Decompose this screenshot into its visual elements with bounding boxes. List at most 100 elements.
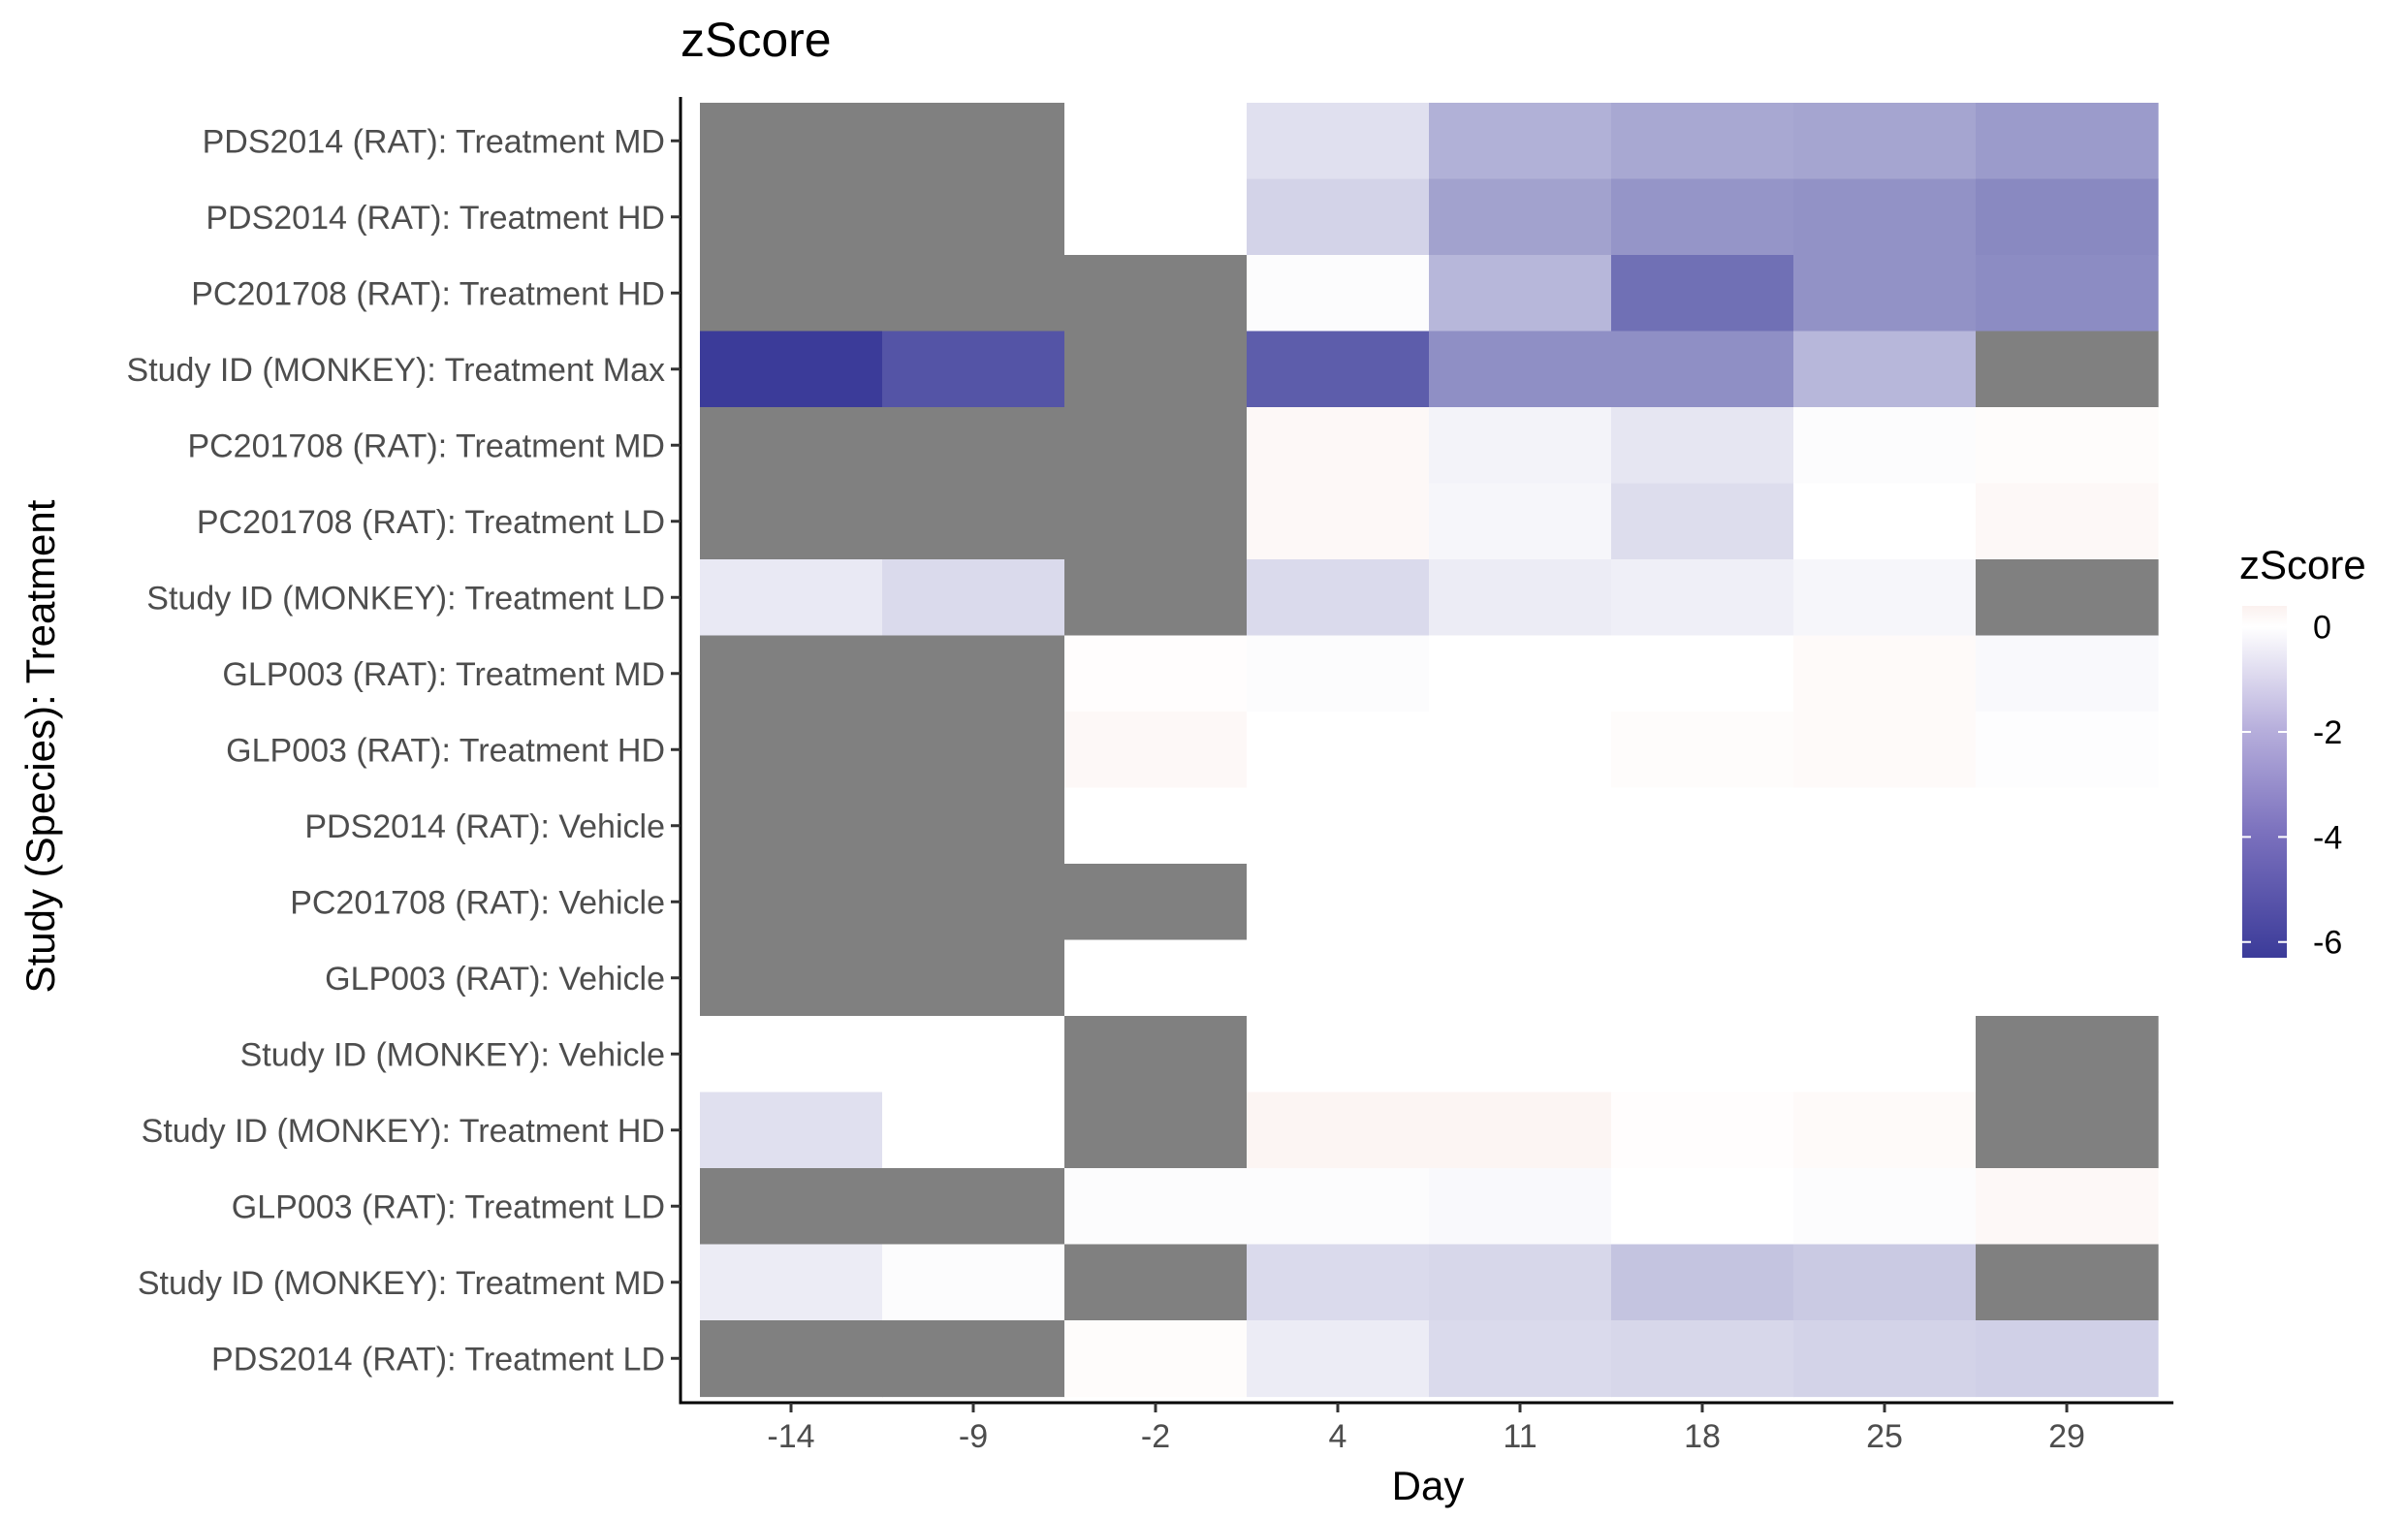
heatmap-cell <box>1793 178 1977 256</box>
heatmap-cell <box>1793 1320 1977 1398</box>
heatmap-cell <box>700 103 883 180</box>
heatmap-cell <box>1611 178 1794 256</box>
heatmap-cell <box>1976 939 2159 1017</box>
heatmap-cell <box>1429 103 1612 180</box>
heatmap-cell <box>1247 255 1430 332</box>
heatmap-cell <box>1064 635 1248 712</box>
heatmap-cell <box>1247 1092 1430 1169</box>
y-tick-label: GLP003 (RAT): Treatment HD <box>226 732 665 769</box>
heatmap-cell <box>1793 712 1977 789</box>
x-tick-label: 18 <box>1684 1418 1721 1455</box>
y-tick-label: PC201708 (RAT): Treatment HD <box>191 275 665 312</box>
heatmap-cell <box>1429 255 1612 332</box>
heatmap-cell <box>1064 1320 1248 1398</box>
heatmap-cell <box>882 255 1065 332</box>
heatmap-cell <box>1611 939 1794 1017</box>
heatmap-cell <box>1793 103 1977 180</box>
heatmap-cell <box>700 712 883 789</box>
heatmap-cell <box>1793 483 1977 560</box>
x-tick-label: -14 <box>767 1418 814 1455</box>
heatmap-cell <box>1064 178 1248 256</box>
heatmap-cell <box>1611 1168 1794 1246</box>
heatmap-cell <box>1247 483 1430 560</box>
heatmap-cell <box>1429 1320 1612 1398</box>
heatmap-cells <box>700 103 2159 1398</box>
heatmap-cell <box>1793 787 1977 865</box>
heatmap-cell <box>1429 1016 1612 1093</box>
heatmap-cell <box>1247 939 1430 1017</box>
x-axis: -14 -9 -2 4 11 18 25 29 <box>679 1401 2173 1455</box>
heatmap-cell <box>700 635 883 712</box>
heatmap-cell <box>1976 559 2159 637</box>
legend-ticks: 0 -2 -4 -6 <box>2242 610 2342 962</box>
heatmap-cell <box>1247 1016 1430 1093</box>
heatmap-cell <box>700 939 883 1017</box>
heatmap-cell <box>1976 635 2159 712</box>
heatmap-cell <box>1064 939 1248 1017</box>
heatmap-cell <box>882 787 1065 865</box>
heatmap-cell <box>700 1092 883 1169</box>
chart-title: zScore <box>681 13 832 67</box>
heatmap-cell <box>1247 331 1430 408</box>
legend-tick-label: -4 <box>2313 819 2342 856</box>
y-tick-label: Study ID (MONKEY): Vehicle <box>240 1036 665 1073</box>
heatmap-cell <box>1429 787 1612 865</box>
legend-tick-label: -2 <box>2313 714 2342 751</box>
heatmap-cell <box>1429 1092 1612 1169</box>
heatmap-cell <box>1429 864 1612 941</box>
x-tick-label: -2 <box>1141 1418 1170 1455</box>
y-tick-label: PDS2014 (RAT): Treatment HD <box>206 200 665 237</box>
heatmap-cell <box>1064 559 1248 637</box>
legend-colorbar <box>2242 606 2287 958</box>
heatmap-cell <box>1793 1244 1977 1321</box>
heatmap-cell <box>1064 103 1248 180</box>
heatmap-cell <box>1976 1016 2159 1093</box>
heatmap-cell <box>1976 483 2159 560</box>
heatmap-cell <box>1429 407 1612 485</box>
heatmap-cell <box>1064 1244 1248 1321</box>
heatmap-cell <box>882 712 1065 789</box>
heatmap-cell <box>882 1320 1065 1398</box>
heatmap-cell <box>700 255 883 332</box>
heatmap-cell <box>1247 712 1430 789</box>
heatmap-cell <box>1247 178 1430 256</box>
heatmap-cell <box>700 1016 883 1093</box>
y-tick-label: PDS2014 (RAT): Treatment LD <box>211 1341 665 1378</box>
heatmap-cell <box>882 483 1065 560</box>
y-tick-label: GLP003 (RAT): Vehicle <box>325 961 665 998</box>
x-tick-label: 11 <box>1503 1418 1537 1455</box>
heatmap-cell <box>1064 787 1248 865</box>
y-tick-label: PDS2014 (RAT): Treatment MD <box>203 123 665 160</box>
heatmap-cell <box>1429 178 1612 256</box>
heatmap-cell <box>700 1320 883 1398</box>
heatmap-cell <box>1429 1244 1612 1321</box>
heatmap-cell <box>700 407 883 485</box>
heatmap-cell <box>1611 331 1794 408</box>
heatmap-cell <box>700 864 883 941</box>
heatmap-cell <box>1064 712 1248 789</box>
heatmap-cell <box>1611 1092 1794 1169</box>
legend-title: zScore <box>2239 542 2366 587</box>
heatmap-cell <box>1793 1168 1977 1246</box>
y-axis-title: Study (Species): Treatment <box>17 499 63 993</box>
heatmap-cell <box>1976 864 2159 941</box>
y-tick-label: Study ID (MONKEY): Treatment MD <box>138 1265 665 1302</box>
heatmap-cell <box>1064 1092 1248 1169</box>
heatmap-cell <box>1976 1244 2159 1321</box>
heatmap-cell <box>882 103 1065 180</box>
heatmap-cell <box>700 1244 883 1321</box>
y-tick-label: Study ID (MONKEY): Treatment HD <box>142 1113 665 1150</box>
heatmap-cell <box>882 331 1065 408</box>
heatmap-cell <box>1247 1320 1430 1398</box>
heatmap-cell <box>882 1016 1065 1093</box>
heatmap-cell <box>700 1168 883 1246</box>
heatmap-cell <box>1247 103 1430 180</box>
heatmap-cell <box>1611 712 1794 789</box>
legend-tick-label: -6 <box>2313 925 2342 962</box>
legend: zScore 0 -2 -4 -6 <box>2239 542 2366 962</box>
heatmap-cell <box>1793 1092 1977 1169</box>
heatmap-cell <box>882 1244 1065 1321</box>
y-tick-label: Study ID (MONKEY): Treatment Max <box>127 352 665 389</box>
heatmap-cell <box>1611 407 1794 485</box>
heatmap-cell <box>1064 864 1248 941</box>
